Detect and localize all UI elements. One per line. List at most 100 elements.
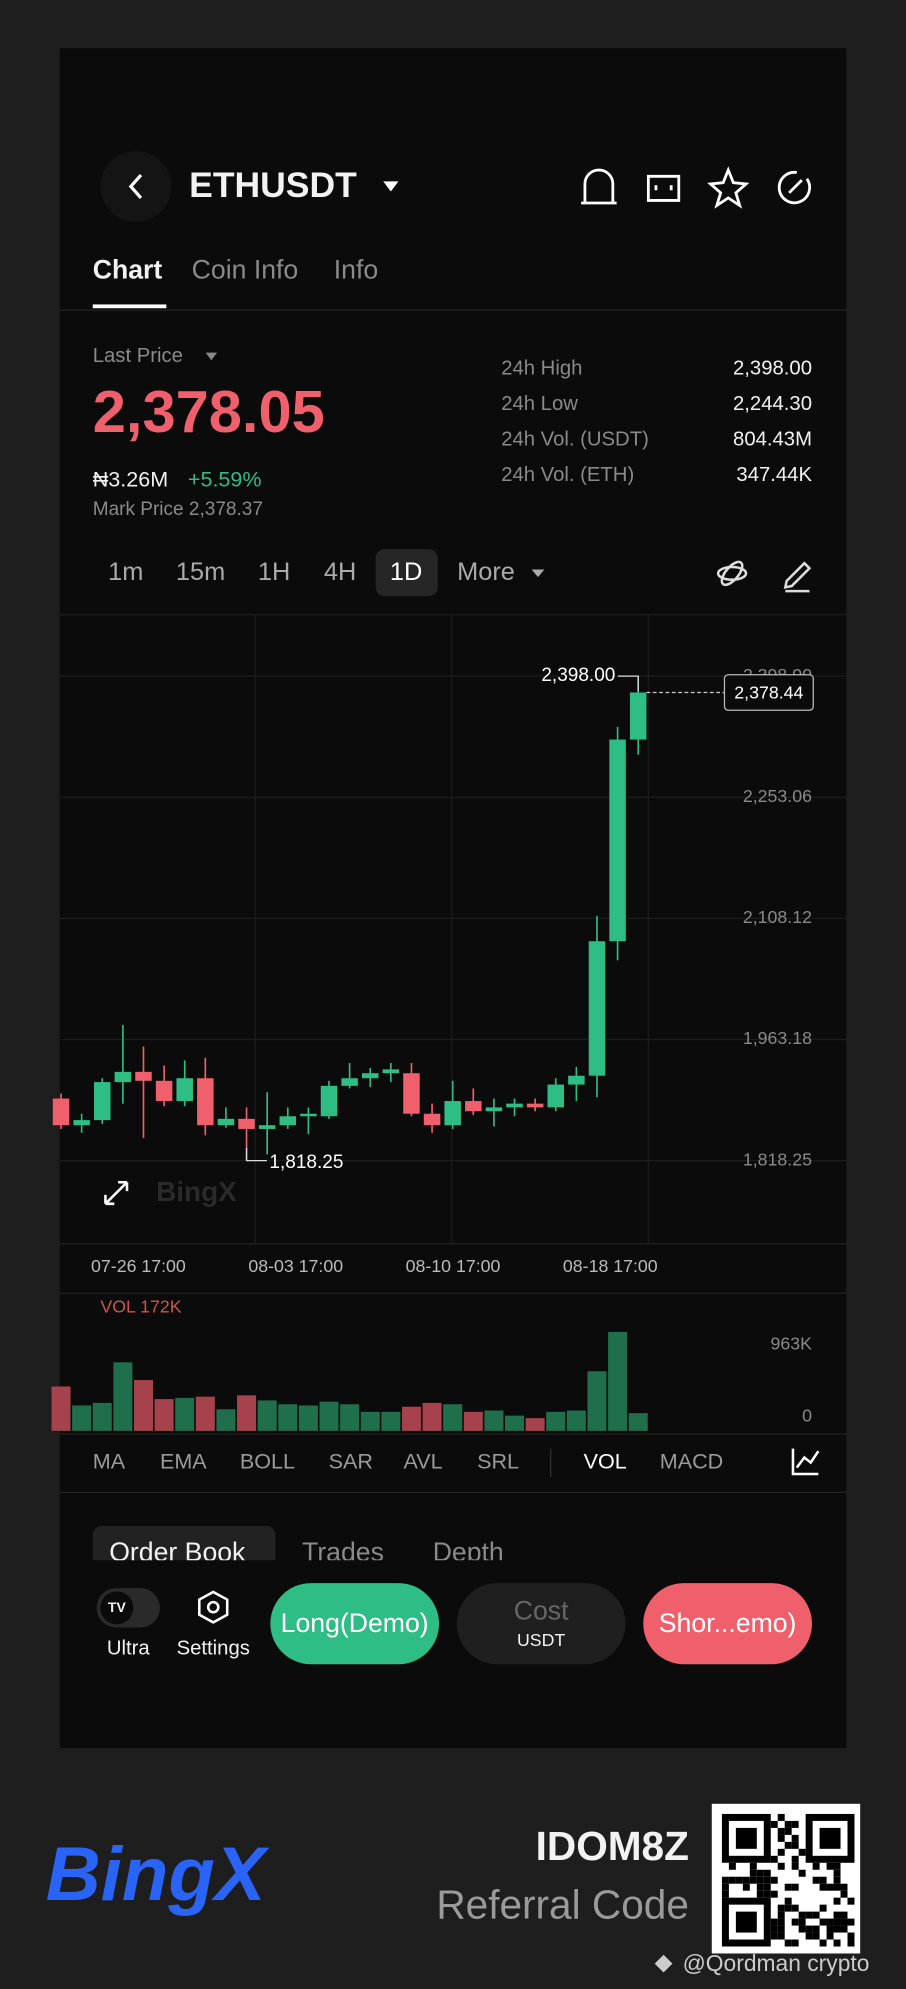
qr-cell: [812, 1911, 820, 1919]
cost-button[interactable]: [456, 1583, 626, 1665]
dropdown: [531, 569, 545, 578]
volume-bar: [257, 1400, 277, 1431]
qr-cell: [798, 1869, 806, 1877]
volume-bar: [195, 1396, 215, 1431]
qr-cell: [728, 1876, 736, 1884]
short-label: Shor...emo): [659, 1608, 797, 1638]
settings-icon-center: [206, 1600, 220, 1614]
candle-body: [238, 1118, 255, 1129]
indicator[interactable]: EMA: [160, 1448, 207, 1473]
tab[interactable]: Info: [334, 254, 378, 284]
tab[interactable]: Order Book: [109, 1537, 246, 1567]
qr-cell: [742, 1883, 750, 1891]
high-leader: [617, 675, 639, 692]
qr-finder-core: [735, 1911, 757, 1933]
tab[interactable]: Coin Info: [192, 254, 299, 284]
settings-icon[interactable]: [198, 1590, 229, 1624]
indicator[interactable]: SRL: [477, 1448, 519, 1473]
star-icon[interactable]: [707, 166, 750, 209]
qr-cell: [840, 1883, 848, 1891]
timeframe[interactable]: 4H: [324, 558, 356, 586]
qr-cell: [777, 1813, 785, 1821]
timeframe[interactable]: 15m: [176, 558, 225, 586]
stats: 24h High 2,398.00 24h Low 2,244.30 24h Vol. …: [501, 357, 812, 486]
qr-cell: [833, 1897, 841, 1905]
referral-code: IDOM8Z: [536, 1823, 689, 1869]
cost-label: Cost: [514, 1595, 569, 1625]
bot-icon[interactable]: [646, 174, 681, 202]
y-tick-label: 2,108.12: [743, 907, 812, 927]
qr-cell: [819, 1883, 827, 1891]
volume-bar: [628, 1413, 648, 1431]
x-tick-label: 08-18 17:00: [563, 1256, 658, 1276]
volume-bar: [546, 1411, 566, 1431]
tab-highlight: [92, 1526, 276, 1561]
share-icon[interactable]: [777, 170, 812, 205]
qr-cell: [756, 1869, 764, 1877]
stat-label: 24h High: [501, 357, 582, 379]
volume-bar: [587, 1371, 607, 1431]
long-button[interactable]: [270, 1583, 440, 1665]
ultra-label: Ultra: [107, 1637, 151, 1659]
timeframe[interactable]: 1H: [258, 558, 290, 586]
back-button[interactable]: [100, 150, 172, 222]
tab[interactable]: Depth: [433, 1537, 504, 1567]
qr-cell: [763, 1869, 771, 1877]
qr-cell: [833, 1918, 841, 1926]
tab[interactable]: Chart: [93, 254, 163, 284]
draw-icon[interactable]: [783, 561, 812, 593]
indicator[interactable]: SAR: [329, 1448, 373, 1473]
qr-cell: [749, 1876, 757, 1884]
last-price-label[interactable]: Last Price: [93, 345, 183, 367]
indicator[interactable]: AVL: [404, 1448, 443, 1473]
qr-cell: [826, 1925, 834, 1933]
qr-cell: [826, 1862, 834, 1870]
x-tick-label: 07-26 17:00: [91, 1256, 186, 1276]
qr-cell: [791, 1834, 799, 1842]
indicator-settings-icon[interactable]: [791, 1448, 820, 1476]
expand-icon[interactable]: [104, 1180, 129, 1206]
qr-cell: [756, 1890, 764, 1898]
volume-bar: [340, 1404, 360, 1431]
qr-cell: [840, 1890, 848, 1898]
qr-cell: [777, 1904, 785, 1912]
qr-cell: [777, 1911, 785, 1919]
indicator[interactable]: MA: [93, 1448, 126, 1473]
qr-cell: [777, 1848, 785, 1856]
indicator-icon[interactable]: [716, 565, 748, 581]
brand-logo: BingX: [46, 1832, 270, 1917]
symbol-dropdown[interactable]: [383, 181, 399, 192]
indicator[interactable]: VOL: [584, 1448, 627, 1473]
phone-screen: [59, 48, 847, 1748]
timeframe[interactable]: More: [457, 558, 515, 586]
qr-cell: [777, 1932, 785, 1940]
qr-cell: [826, 1883, 834, 1891]
symbol[interactable]: ETHUSDT: [189, 165, 357, 205]
short-button[interactable]: [643, 1583, 812, 1665]
x-tick-label: 08-03 17:00: [248, 1256, 343, 1276]
alert-icon[interactable]: [581, 168, 617, 205]
qr-cell: [777, 1925, 785, 1933]
tab[interactable]: Trades: [302, 1537, 384, 1567]
qr-cell: [777, 1827, 785, 1835]
timeframe[interactable]: 1m: [108, 558, 143, 586]
candle-body: [341, 1078, 358, 1086]
indicator[interactable]: BOLL: [240, 1448, 295, 1473]
qr-cell: [840, 1911, 848, 1919]
candle-body: [423, 1113, 441, 1126]
volume-bar: [154, 1399, 174, 1431]
stat-value: 347.44K: [736, 464, 812, 486]
qr-cell: [770, 1820, 778, 1828]
qr-cell: [847, 1897, 855, 1905]
volume-bar: [360, 1411, 380, 1431]
timeframe[interactable]: 1D: [390, 558, 422, 586]
qr-cell: [770, 1925, 778, 1933]
qr-cell: [833, 1869, 841, 1877]
qr-cell: [798, 1911, 806, 1919]
candle-body: [361, 1073, 379, 1079]
qr-cell: [728, 1862, 736, 1870]
indicator[interactable]: MACD: [660, 1448, 723, 1473]
tab-underline: [92, 304, 167, 309]
candle-body: [320, 1085, 338, 1117]
qr-finder: [721, 1813, 771, 1863]
